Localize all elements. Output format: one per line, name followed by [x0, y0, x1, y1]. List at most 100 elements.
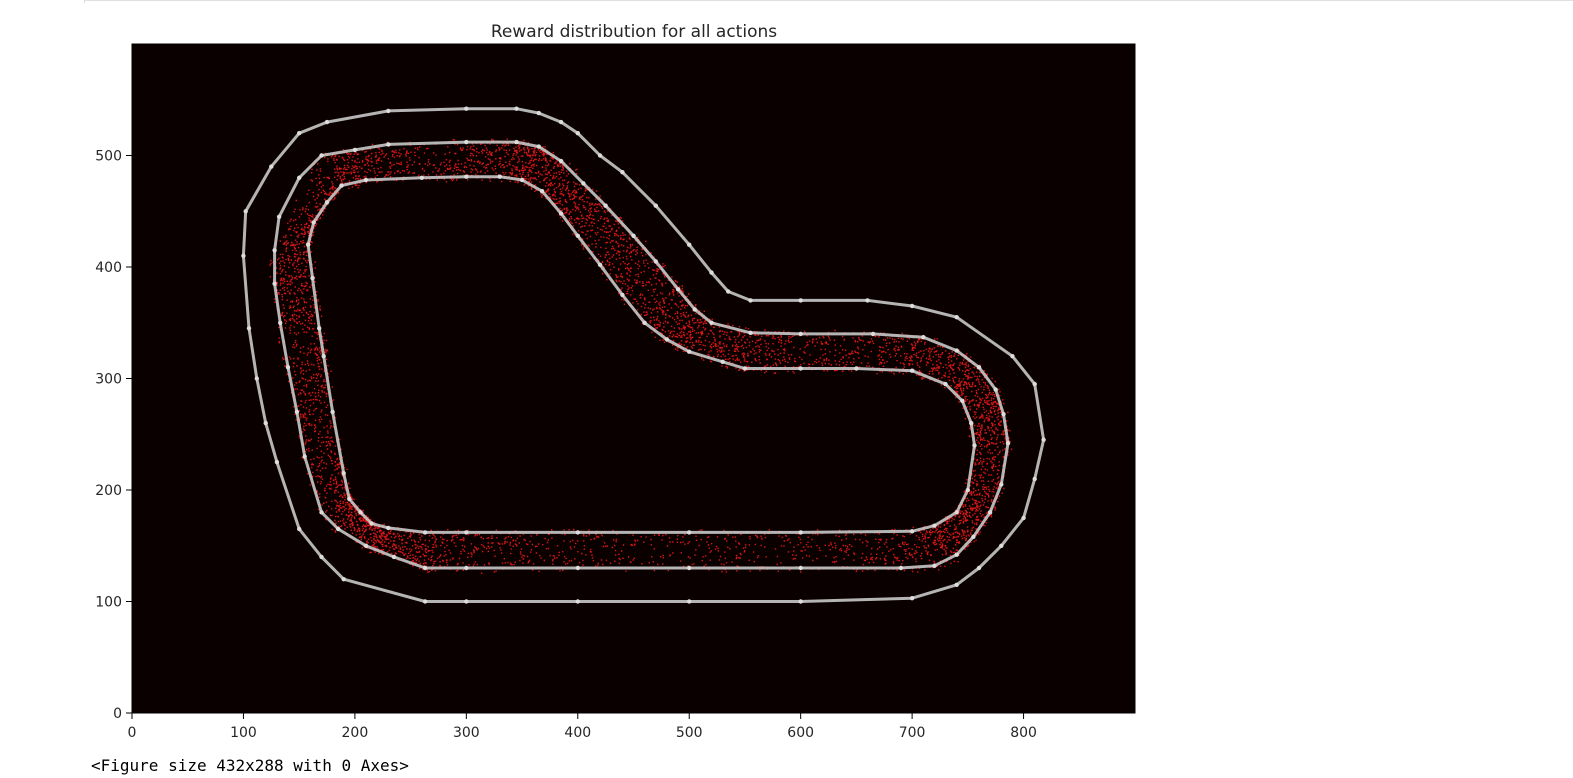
waypoint-marker — [976, 365, 982, 370]
waypoint-marker — [692, 307, 697, 312]
waypoint-marker — [363, 543, 369, 548]
waypoint-marker — [687, 565, 692, 571]
waypoint-marker — [319, 153, 324, 158]
waypoint-marker — [620, 292, 625, 298]
waypoint-marker — [798, 298, 803, 303]
x-tick-label: 200 — [342, 725, 369, 741]
waypoint-marker — [597, 153, 603, 158]
waypoint-marker — [241, 253, 246, 258]
axes: 0 100 200 300 400 500 600 700 800 0 100 200 300 400 50… — [95, 43, 1136, 741]
waypoint-marker — [798, 366, 803, 371]
waypoint-marker — [339, 183, 344, 188]
waypoint-marker — [999, 482, 1004, 487]
waypoint-marker — [1010, 354, 1015, 359]
waypoint-marker — [798, 565, 803, 571]
waypoint-marker — [369, 521, 374, 526]
waypoint-marker — [742, 366, 748, 371]
waypoint-marker — [1032, 381, 1037, 387]
waypoint-marker — [272, 248, 277, 253]
waypoint-marker — [575, 565, 580, 571]
waypoint-marker — [285, 365, 291, 370]
x-tick-label: 100 — [230, 725, 257, 741]
waypoint-marker — [909, 303, 915, 309]
waypoint-marker — [993, 387, 998, 392]
waypoint-marker — [319, 554, 324, 560]
waypoint-marker — [464, 599, 469, 604]
waypoint-marker — [297, 526, 302, 532]
waypoint-marker — [539, 189, 545, 194]
waypoint-marker — [854, 366, 859, 371]
waypoint-marker — [324, 200, 330, 205]
waypoint-marker — [909, 596, 915, 601]
waypoint-marker — [870, 331, 876, 337]
waypoint-marker — [1021, 515, 1026, 521]
waypoint-marker — [294, 409, 300, 415]
waypoint-marker — [464, 565, 469, 571]
waypoint-marker — [319, 510, 324, 515]
waypoint-marker — [352, 147, 358, 153]
waypoint-marker — [302, 454, 307, 459]
waypoint-marker — [642, 320, 647, 325]
reward-distribution-chart: Reward distribution for all actions 0 100… — [95, 22, 1136, 741]
waypoint-marker — [297, 175, 302, 180]
waypoint-marker — [386, 142, 391, 147]
waypoint-marker — [272, 281, 277, 286]
waypoint-marker — [419, 175, 424, 180]
waypoint-marker — [422, 565, 428, 571]
waypoint-marker — [687, 599, 692, 604]
waypoint-marker — [330, 409, 335, 415]
waypoint-marker — [243, 209, 248, 214]
waypoint-marker — [954, 348, 959, 353]
waypoint-marker — [748, 298, 753, 303]
waypoint-marker — [391, 554, 397, 560]
waypoint-marker — [278, 320, 283, 325]
waypoint-marker — [709, 320, 714, 325]
waypoint-marker — [976, 565, 982, 571]
y-tick-label: 200 — [95, 483, 122, 499]
waypoint-marker — [987, 510, 993, 515]
waypoint-marker — [687, 349, 692, 354]
waypoint-marker — [687, 530, 692, 535]
y-tick-label: 0 — [113, 706, 122, 722]
waypoint-marker — [971, 534, 976, 539]
waypoint-marker — [386, 525, 391, 531]
waypoint-marker — [653, 259, 658, 264]
waypoint-marker — [311, 220, 316, 225]
waypoint-marker — [1001, 412, 1006, 417]
waypoint-marker — [664, 337, 670, 342]
waypoint-marker — [798, 331, 803, 337]
waypoint-marker — [422, 599, 428, 604]
waypoint-marker — [246, 326, 252, 331]
waypoint-marker — [536, 144, 541, 149]
waypoint-marker — [972, 443, 977, 448]
x-tick-label: 300 — [453, 725, 480, 741]
waypoint-marker — [558, 119, 564, 125]
waypoint-marker — [575, 530, 580, 535]
waypoint-marker — [519, 177, 525, 183]
waypoint-marker — [898, 565, 904, 571]
waypoint-marker — [514, 139, 519, 145]
waypoint-marker — [464, 139, 469, 145]
waypoint-marker — [575, 131, 580, 136]
waypoint-marker — [1005, 441, 1011, 446]
waypoint-marker — [954, 510, 959, 515]
waypoint-marker — [1032, 476, 1037, 482]
waypoint-marker — [464, 530, 469, 535]
waypoint-marker — [276, 214, 282, 219]
x-tick-label: 0 — [128, 725, 137, 741]
waypoint-marker — [620, 170, 625, 175]
waypoint-marker — [943, 381, 948, 387]
waypoint-marker — [798, 599, 803, 604]
waypoint-marker — [347, 496, 352, 502]
waypoint-marker — [909, 368, 915, 373]
x-tick-label: 500 — [676, 725, 703, 741]
waypoint-marker — [363, 177, 369, 183]
waypoint-marker — [358, 510, 363, 515]
waypoint-marker — [932, 563, 937, 568]
waypoint-marker — [575, 233, 580, 238]
waypoint-marker — [336, 526, 341, 532]
track-lines — [241, 106, 1046, 604]
waypoint-marker — [954, 315, 959, 320]
waypoint-marker — [514, 106, 519, 111]
